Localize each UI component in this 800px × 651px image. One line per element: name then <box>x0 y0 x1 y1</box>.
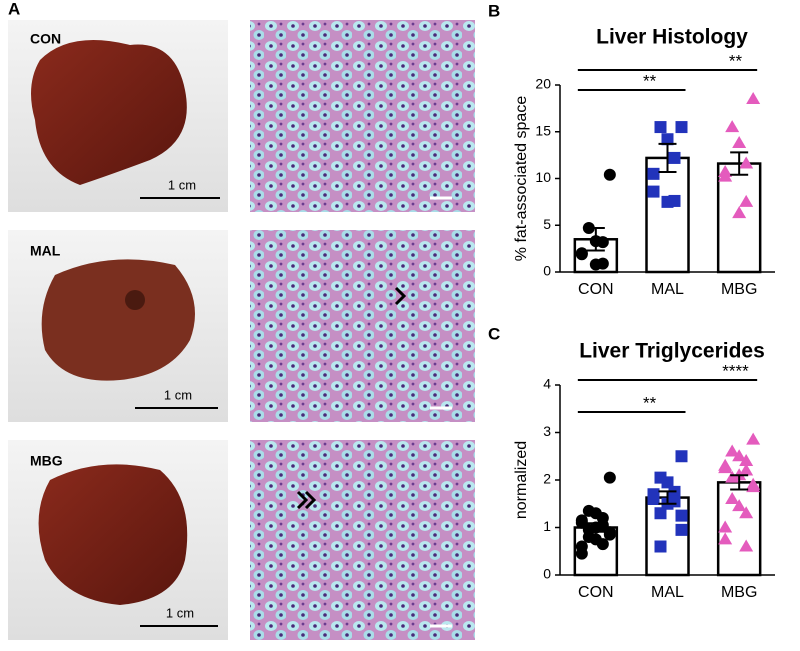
data-point <box>675 523 688 536</box>
data-point <box>661 133 674 146</box>
data-point <box>725 444 740 457</box>
y-tick-label: 1 <box>543 518 551 534</box>
y-tick-label: 10 <box>535 169 551 185</box>
data-point <box>589 258 602 271</box>
data-point <box>746 480 761 493</box>
data-point <box>718 532 733 545</box>
data-point <box>739 454 754 466</box>
x-tick-label: MBG <box>721 281 757 298</box>
data-point <box>603 168 616 181</box>
data-point <box>739 506 754 519</box>
x-tick-label: MBG <box>721 584 757 601</box>
data-point <box>596 538 609 551</box>
y-tick-label: 0 <box>543 566 551 582</box>
data-point <box>725 470 740 483</box>
y-axis-label: normalized <box>513 441 530 519</box>
data-point <box>603 471 616 484</box>
data-point <box>725 492 740 504</box>
data-point <box>661 476 674 489</box>
data-point <box>675 121 688 134</box>
data-point <box>732 206 747 219</box>
scale-label: 1 cm <box>166 605 194 620</box>
x-tick-label: CON <box>578 584 614 601</box>
data-point <box>647 185 660 198</box>
data-point <box>739 156 754 169</box>
panel-label: C <box>488 324 500 343</box>
chart-title: Liver Triglycerides <box>579 340 765 363</box>
y-axis-label: % fat-associated space <box>513 96 530 262</box>
row-label: MBG <box>30 453 63 469</box>
data-point <box>746 432 761 445</box>
data-point <box>732 449 747 462</box>
data-point <box>718 169 733 182</box>
data-point <box>739 539 754 552</box>
y-tick-label: 15 <box>535 122 551 138</box>
x-tick-label: MAL <box>651 584 684 601</box>
data-point <box>575 248 588 261</box>
data-point <box>603 528 616 541</box>
data-point <box>746 92 761 105</box>
scale-label: 1 cm <box>164 387 192 402</box>
scale-label: 1 cm <box>168 177 196 192</box>
data-point <box>654 540 667 553</box>
data-point <box>575 547 588 560</box>
x-tick-label: MAL <box>651 281 684 298</box>
data-point <box>654 121 667 134</box>
data-point <box>725 120 740 133</box>
y-tick-label: 4 <box>543 376 551 392</box>
data-point <box>661 195 674 208</box>
row-label: MAL <box>30 243 61 259</box>
row-label: CON <box>30 31 61 47</box>
data-point <box>732 499 747 512</box>
chart-title: Liver Histology <box>596 26 748 49</box>
data-point <box>668 151 681 164</box>
panel-label: A <box>8 0 20 18</box>
photos <box>8 20 475 640</box>
data-point <box>718 520 733 533</box>
data-point <box>647 493 660 505</box>
panel-label: B <box>488 1 500 20</box>
y-tick-label: 5 <box>543 216 551 232</box>
data-point <box>739 194 754 207</box>
x-tick-label: CON <box>578 281 614 298</box>
significance-label: ** <box>643 393 657 412</box>
data-point <box>596 236 609 249</box>
significance-label: **** <box>722 361 749 380</box>
significance-label: ** <box>643 71 657 90</box>
y-tick-label: 0 <box>543 263 551 279</box>
y-tick-label: 3 <box>543 423 551 439</box>
data-point <box>647 167 660 180</box>
data-point <box>732 135 747 148</box>
y-tick-label: 2 <box>543 471 551 487</box>
data-point <box>654 507 667 520</box>
data-point <box>675 509 688 522</box>
data-point <box>675 450 688 463</box>
data-point <box>739 463 754 476</box>
data-point <box>718 461 733 474</box>
y-tick-label: 20 <box>535 76 551 92</box>
significance-label: ** <box>729 51 743 70</box>
